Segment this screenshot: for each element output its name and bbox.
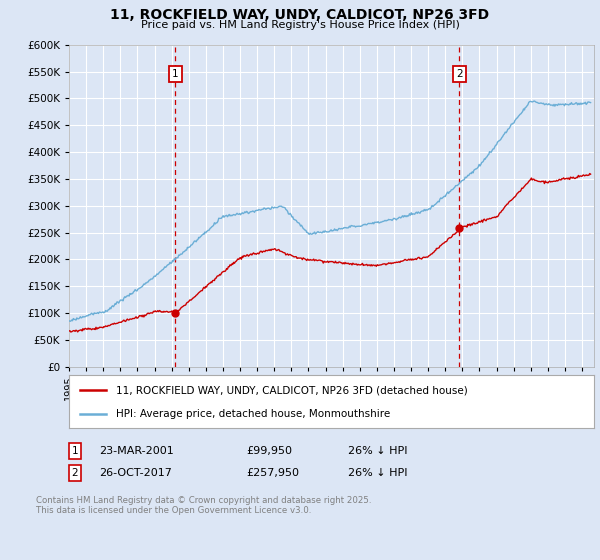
Text: £257,950: £257,950 — [246, 468, 299, 478]
Text: 1: 1 — [172, 69, 179, 80]
Text: 26% ↓ HPI: 26% ↓ HPI — [348, 468, 407, 478]
Text: 2: 2 — [71, 468, 79, 478]
Text: 11, ROCKFIELD WAY, UNDY, CALDICOT, NP26 3FD (detached house): 11, ROCKFIELD WAY, UNDY, CALDICOT, NP26 … — [116, 385, 468, 395]
Text: 2: 2 — [456, 69, 463, 80]
Text: 23-MAR-2001: 23-MAR-2001 — [99, 446, 174, 456]
Text: Price paid vs. HM Land Registry's House Price Index (HPI): Price paid vs. HM Land Registry's House … — [140, 20, 460, 30]
Text: £99,950: £99,950 — [246, 446, 292, 456]
Text: 11, ROCKFIELD WAY, UNDY, CALDICOT, NP26 3FD: 11, ROCKFIELD WAY, UNDY, CALDICOT, NP26 … — [110, 8, 490, 22]
Text: 26-OCT-2017: 26-OCT-2017 — [99, 468, 172, 478]
Text: 1: 1 — [71, 446, 79, 456]
Text: 26% ↓ HPI: 26% ↓ HPI — [348, 446, 407, 456]
Text: HPI: Average price, detached house, Monmouthshire: HPI: Average price, detached house, Monm… — [116, 408, 391, 418]
Text: Contains HM Land Registry data © Crown copyright and database right 2025.
This d: Contains HM Land Registry data © Crown c… — [36, 496, 371, 515]
